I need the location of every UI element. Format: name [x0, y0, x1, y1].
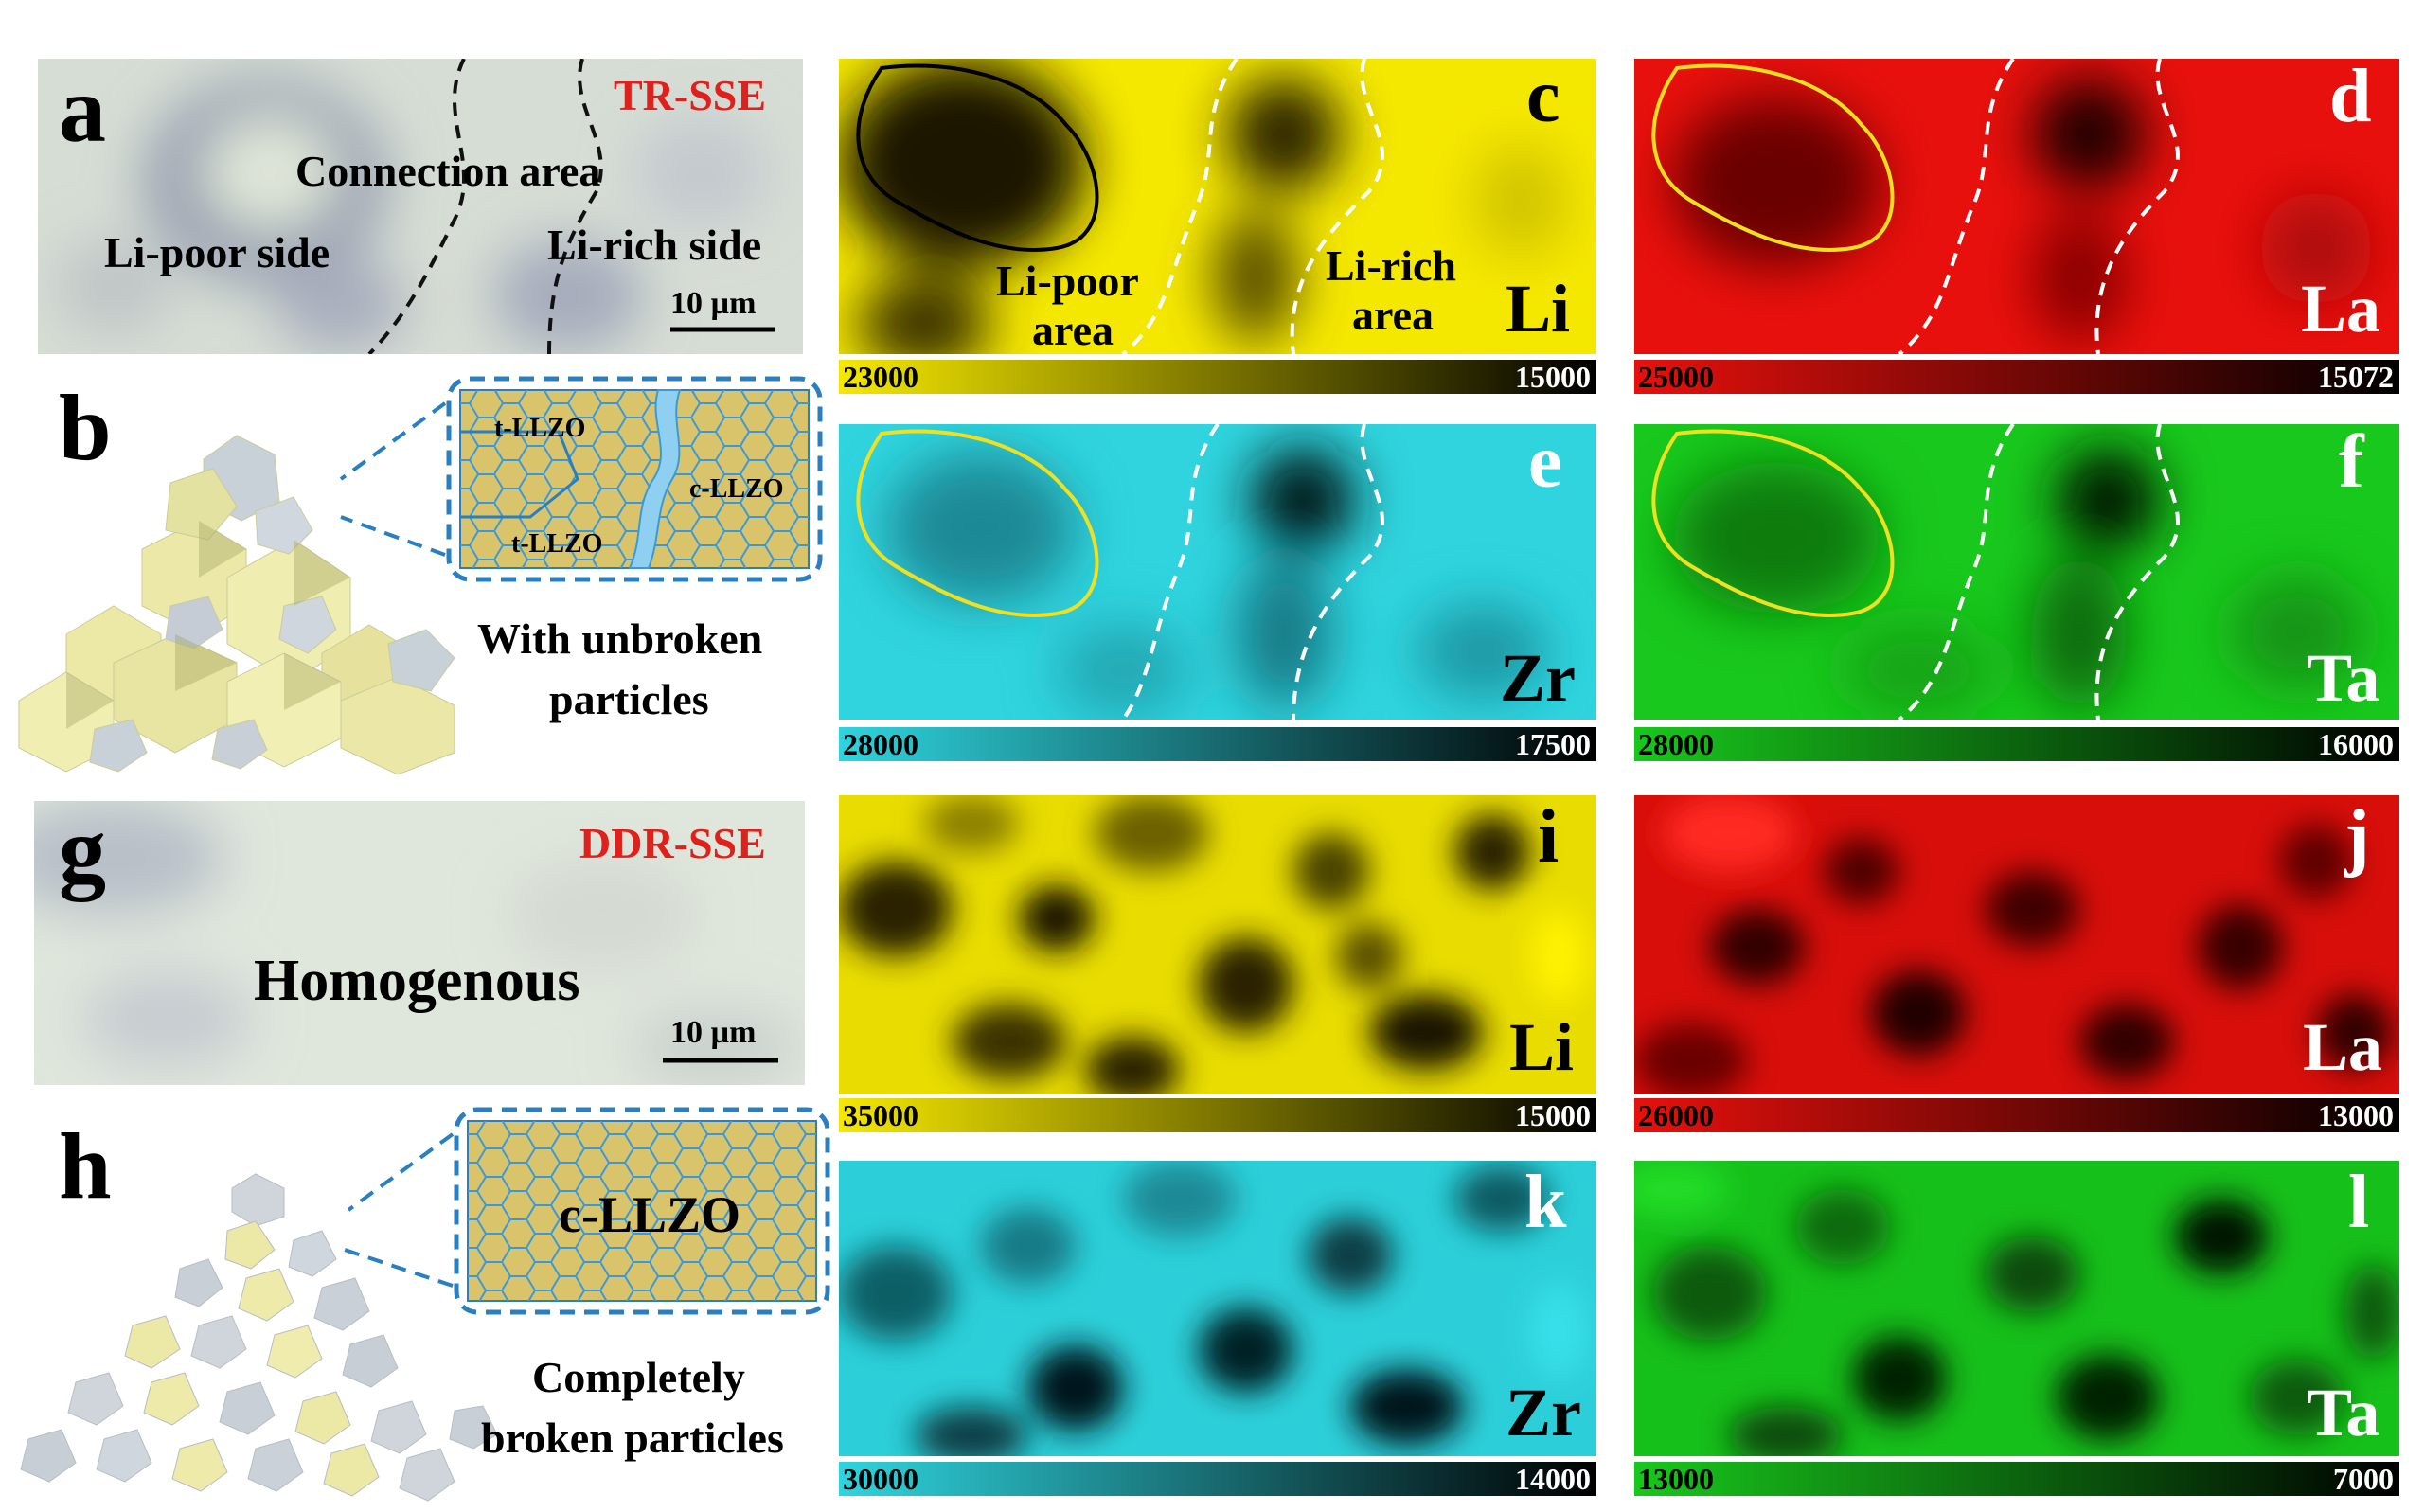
panel-i-letter: i [1538, 795, 1560, 879]
panel-d-colorbar: 25000 15072 [1634, 360, 2399, 394]
panel-a-connection-label: Connection area [295, 147, 601, 195]
panel-c-area1-line1: Li-poor [996, 257, 1139, 305]
panel-f-letter: f [2339, 420, 2364, 504]
panel-c-bar-min: 15000 [1515, 360, 1591, 394]
panel-l-bar-min: 7000 [2333, 1462, 2394, 1496]
panel-g-scale-text: 10 µm [670, 1015, 757, 1050]
panel-g-letter: g [59, 797, 106, 902]
panel-d-bar-max: 25000 [1638, 360, 1714, 394]
panel-f-bar-max: 28000 [1638, 727, 1714, 761]
panel-l-bar-max: 13000 [1638, 1462, 1714, 1496]
panel-e-colorbar: 28000 17500 [839, 727, 1596, 761]
panel-h-zoom-inset [338, 1106, 831, 1316]
panel-j-la-map [1634, 795, 2399, 1094]
panel-i-li-map [839, 795, 1596, 1094]
panel-g-homogenous-label: Homogenous [254, 949, 580, 1013]
panel-k-zr-map [839, 1161, 1596, 1456]
panel-g-sample-label: DDR-SSE [579, 819, 766, 867]
panel-c-bar-max: 23000 [843, 360, 918, 394]
panel-a-li-poor-label: Li-poor side [104, 228, 330, 276]
panel-j-colorbar: 26000 13000 [1634, 1098, 2399, 1132]
panel-l-ta-map [1634, 1161, 2399, 1456]
panel-h-letter: h [59, 1113, 112, 1218]
panel-k-element: Zr [1506, 1375, 1581, 1450]
panel-e-bar-min: 17500 [1515, 727, 1591, 761]
panel-c-li-map [839, 59, 1596, 354]
panel-j-letter: j [2344, 795, 2370, 879]
panel-h-caption-1: Completely [532, 1353, 745, 1401]
panel-b-grain-c: c-LLZO [689, 474, 784, 504]
panel-h-particles [19, 1165, 511, 1505]
panel-h-grain-label: c-LLZO [559, 1186, 741, 1243]
panel-e-zr-map [839, 424, 1596, 720]
panel-e-element: Zr [1500, 640, 1576, 716]
panel-d-element: La [2301, 271, 2381, 347]
panel-f-bar-min: 16000 [2318, 727, 2394, 761]
panel-g-optical-image [34, 801, 805, 1085]
panel-f-element: Ta [2307, 640, 2380, 716]
panel-k-letter: k [1524, 1161, 1567, 1244]
panel-c-area1-line2: area [1032, 306, 1114, 354]
panel-b-particles [9, 417, 502, 776]
panel-a-scale-text: 10 µm [670, 286, 757, 321]
panel-j-bar-max: 26000 [1638, 1098, 1714, 1132]
panel-a-li-rich-label: Li-rich side [547, 221, 762, 269]
panel-a-letter: a [59, 57, 106, 162]
panel-k-bar-max: 30000 [843, 1462, 918, 1496]
panel-d-bar-min: 15072 [2318, 360, 2394, 394]
panel-j-element: La [2303, 1009, 2383, 1085]
panel-f-ta-map [1634, 424, 2399, 720]
panel-c-colorbar: 23000 15000 [839, 360, 1596, 394]
panel-k-colorbar: 30000 14000 [839, 1462, 1596, 1496]
panel-k-bar-min: 14000 [1515, 1462, 1591, 1496]
panel-b-letter: b [59, 375, 112, 480]
panel-h-caption-2: broken particles [481, 1414, 784, 1462]
panel-a-sample-label: TR-SSE [614, 71, 767, 119]
panel-i-colorbar: 35000 15000 [839, 1098, 1596, 1132]
panel-c-area2-line2: area [1352, 291, 1435, 339]
panel-j-bar-min: 13000 [2318, 1098, 2394, 1132]
panel-b-caption-2: particles [549, 675, 709, 723]
panel-f-colorbar: 28000 16000 [1634, 727, 2399, 761]
panel-l-letter: l [2348, 1161, 2370, 1244]
panel-i-element: Li [1509, 1009, 1575, 1085]
panel-l-element: Ta [2307, 1375, 2380, 1450]
panel-b-grain-t2: t-LLZO [511, 529, 603, 559]
panel-d-letter: d [2329, 55, 2372, 138]
panel-e-letter: e [1528, 420, 1562, 504]
panel-l-colorbar: 13000 7000 [1634, 1462, 2399, 1496]
panel-i-bar-min: 15000 [1515, 1098, 1591, 1132]
panel-c-element: Li [1506, 271, 1571, 347]
panel-b-zoom-inset [339, 375, 824, 583]
panel-i-bar-max: 35000 [843, 1098, 918, 1132]
panel-e-bar-max: 28000 [843, 727, 918, 761]
panel-b-caption-1: With unbroken [477, 614, 763, 663]
panel-b-grain-t1: t-LLZO [494, 414, 586, 443]
panel-c-letter: c [1526, 55, 1560, 138]
panel-a-optical-image [38, 59, 803, 354]
panel-c-area2-line1: Li-rich [1326, 241, 1456, 290]
panel-d-la-map [1634, 59, 2399, 354]
